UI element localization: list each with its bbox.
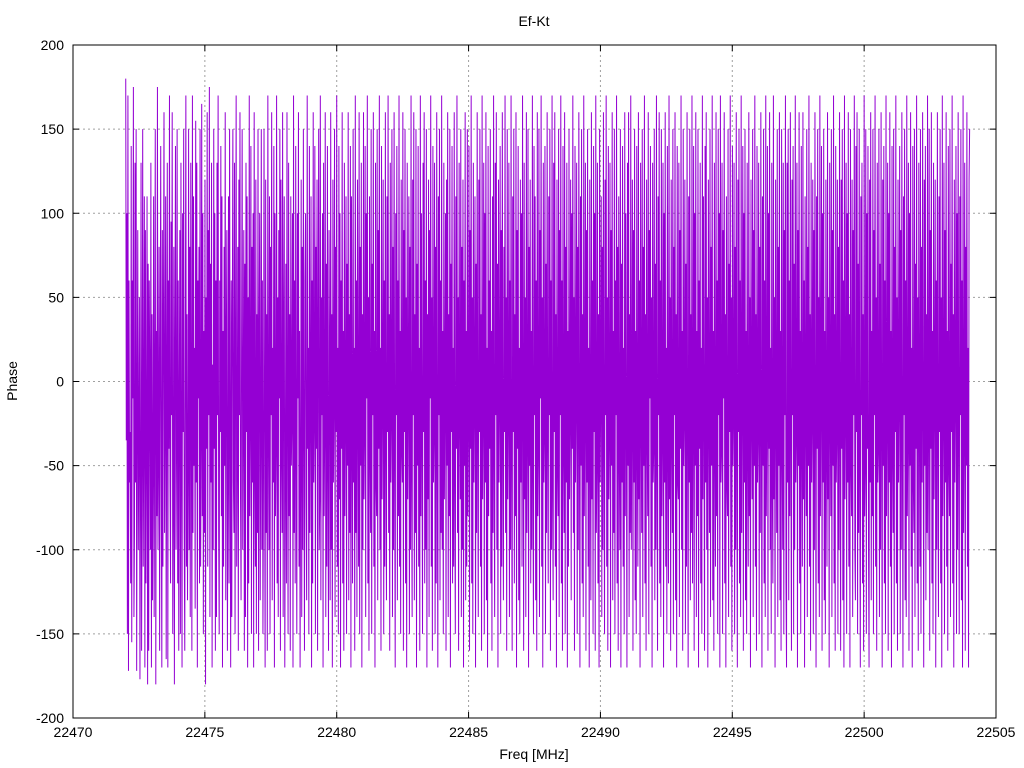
y-tick-label: 100 (41, 205, 65, 221)
y-tick-label: -150 (36, 626, 64, 642)
y-tick-label: 0 (56, 374, 64, 390)
chart-title: Ef-Kt (518, 13, 549, 29)
y-tick-label: -200 (36, 710, 64, 726)
y-tick-label: 200 (41, 37, 65, 53)
x-tick-label: 22475 (185, 724, 224, 740)
series-line (125, 78, 971, 685)
y-tick-label: -50 (44, 458, 64, 474)
y-axis-label: Phase (4, 361, 20, 401)
x-tick-label: 22470 (54, 724, 93, 740)
x-tick-label: 22480 (317, 724, 356, 740)
y-tick-label: 150 (41, 121, 65, 137)
series-layer (125, 78, 971, 685)
y-tick-label: -100 (36, 542, 64, 558)
x-tick-label: 22495 (713, 724, 752, 740)
ticks: 22470 22475 22480 22485 22490 22495 22500 22505… (36, 37, 1016, 740)
x-tick-label: 22505 (977, 724, 1016, 740)
x-tick-label: 22500 (845, 724, 884, 740)
x-tick-label: 22490 (581, 724, 620, 740)
x-tick-label: 22485 (449, 724, 488, 740)
y-tick-label: 50 (48, 289, 64, 305)
x-axis-label: Freq [MHz] (499, 746, 568, 762)
